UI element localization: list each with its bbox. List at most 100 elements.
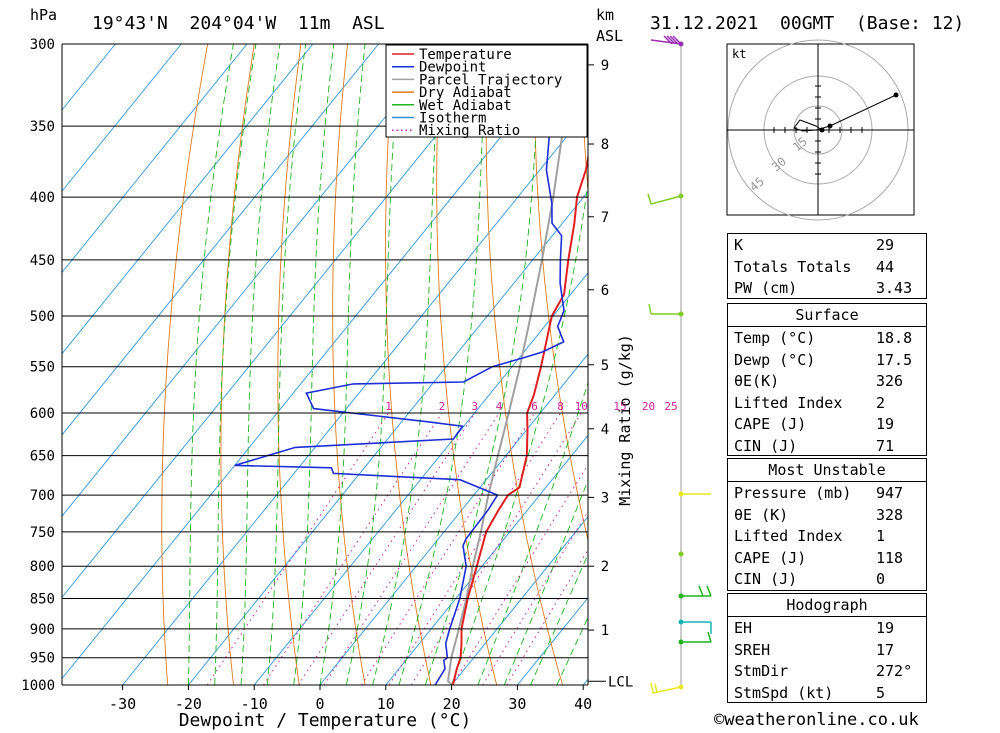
panel-separator [728, 481, 926, 482]
mixing-ratio-label: 2 [439, 400, 446, 413]
legend-label: Dewpoint [419, 60, 486, 76]
stat-value: 1 [876, 527, 886, 545]
stat-value: 19 [876, 415, 895, 433]
temperature-tick-label: 30 [508, 695, 526, 713]
isotherm-line [62, 44, 445, 517]
dry-adiabat-line [954, 44, 1000, 685]
isotherm-line [451, 515, 588, 685]
wind-barb [681, 621, 712, 634]
isotherm-line [62, 44, 577, 680]
wet-adiabat-line [266, 44, 307, 685]
stat-row: Lifted Index 2 [732, 393, 922, 414]
wind-barb [681, 585, 712, 597]
stat-value: 947 [876, 484, 904, 502]
stat-key: CAPE (J) [734, 415, 807, 433]
mixing-ratio-axis-label: Mixing Ratio (g/kg) [616, 334, 634, 506]
stat-key: StmSpd (kt) [734, 683, 834, 702]
stat-row: CIN (J) 0 [732, 569, 922, 590]
datetime-title: 31.12.2021 00GMT (Base: 12) [650, 13, 964, 34]
legend-label: Isotherm [419, 111, 486, 127]
surface-panel: Surface Temp (°C) 18.8 Dewp (°C) 17.5 θE(K) 3… [727, 303, 927, 456]
stat-key: PW (cm) [734, 279, 798, 297]
mixing-ratio-label: 6 [531, 400, 538, 413]
pressure-tick-label: 1000 [21, 678, 55, 694]
wind-barb [648, 303, 681, 315]
stat-value: 17.5 [876, 350, 913, 369]
wind-level-dot [678, 551, 684, 557]
legend-label: Mixing Ratio [419, 123, 520, 139]
stat-value: 0 [876, 570, 886, 588]
hodograph-point [827, 123, 833, 129]
x-axis-label: Dewpoint / Temperature (°C) [179, 710, 472, 731]
stat-value: 44 [876, 257, 895, 276]
isotherm-line [62, 44, 379, 436]
copyright-footer: ©weatheronline.co.uk [714, 710, 919, 730]
pressure-tick-label: 450 [30, 253, 55, 269]
panel-separator [728, 326, 926, 327]
wind-level-dot [678, 193, 684, 199]
hodograph-params-title: Hodograph [786, 596, 868, 614]
wet-adiabat-line [556, 616, 588, 685]
temperature-tick-label: 0 [315, 695, 324, 713]
wet-adiabat-line [214, 44, 257, 685]
mixing-ratio-line [451, 463, 588, 685]
stat-key: θE(K) [734, 372, 780, 390]
stat-key: StmDir [734, 662, 789, 680]
mixing-ratio-label: 10 [575, 400, 588, 413]
height-tick-label: 9 [601, 58, 609, 74]
temperature-tick-label: -20 [175, 695, 202, 713]
stat-key: Totals Totals [734, 257, 852, 276]
stat-row: StmDir 272° [732, 661, 922, 682]
location-title: 19°43'N 204°04'W 11m ASL [92, 13, 385, 34]
stat-value: 29 [876, 236, 895, 254]
pressure-tick-label: 300 [30, 37, 55, 53]
wind-barb [681, 631, 712, 643]
wet-adiabat-line [530, 552, 588, 685]
hodograph-point [893, 92, 899, 98]
stat-value: 118 [876, 548, 904, 567]
stat-row: θE (K) 328 [732, 505, 922, 526]
isotherm-line [385, 434, 588, 685]
panel-separator [728, 616, 926, 617]
mixing-ratio-label: 3 [472, 400, 479, 413]
mixing-ratio-label: 25 [664, 400, 677, 413]
height-tick-label: 1 [601, 623, 609, 639]
pressure-unit-label: hPa [30, 6, 57, 24]
stat-key: Lifted Index [734, 393, 843, 412]
stat-row: K 29 [732, 235, 922, 256]
isotherm-line [62, 44, 314, 355]
parcel-trajectory-line [446, 44, 574, 685]
stat-row: StmSpd (kt) 5 [732, 683, 922, 704]
pressure-tick-label: 400 [30, 190, 55, 206]
height-tick-label: 7 [601, 210, 609, 226]
legend-label: Parcel Trajectory [419, 72, 562, 88]
most-unstable-title: Most Unstable [768, 461, 886, 479]
wet-adiabat-line [187, 44, 234, 685]
wind-level-dot [678, 619, 684, 625]
dewpoint-profile-line [234, 44, 565, 685]
pressure-tick-label: 550 [30, 360, 55, 376]
stat-value: 19 [876, 619, 895, 637]
wind-level-dot [678, 311, 684, 317]
stat-value: 3.43 [876, 279, 913, 297]
pressure-tick-label: 500 [30, 309, 55, 325]
mixing-ratio-label: 1 [385, 400, 392, 413]
height-tick-label: 5 [601, 358, 609, 374]
stat-row: Lifted Index 1 [732, 526, 922, 547]
stat-value: 17 [876, 640, 895, 659]
stat-key: K [734, 236, 744, 254]
stat-row: CAPE (J) 19 [732, 414, 922, 435]
pressure-tick-label: 600 [30, 406, 55, 422]
stat-value: 18.8 [876, 329, 913, 347]
mixing-ratio-label: 20 [642, 400, 655, 413]
wind-level-dot [678, 684, 684, 690]
pressure-tick-label: 700 [30, 488, 55, 504]
stat-row: Totals Totals 44 [732, 257, 922, 278]
isotherm-line [319, 353, 588, 685]
wind-level-dot [678, 639, 684, 645]
temperature-tick-label: 40 [574, 695, 592, 713]
most-unstable-panel: Most Unstable Pressure (mb) 947 θE (K) 328 L… [727, 458, 927, 591]
stat-key: Dewp (°C) [734, 350, 816, 369]
